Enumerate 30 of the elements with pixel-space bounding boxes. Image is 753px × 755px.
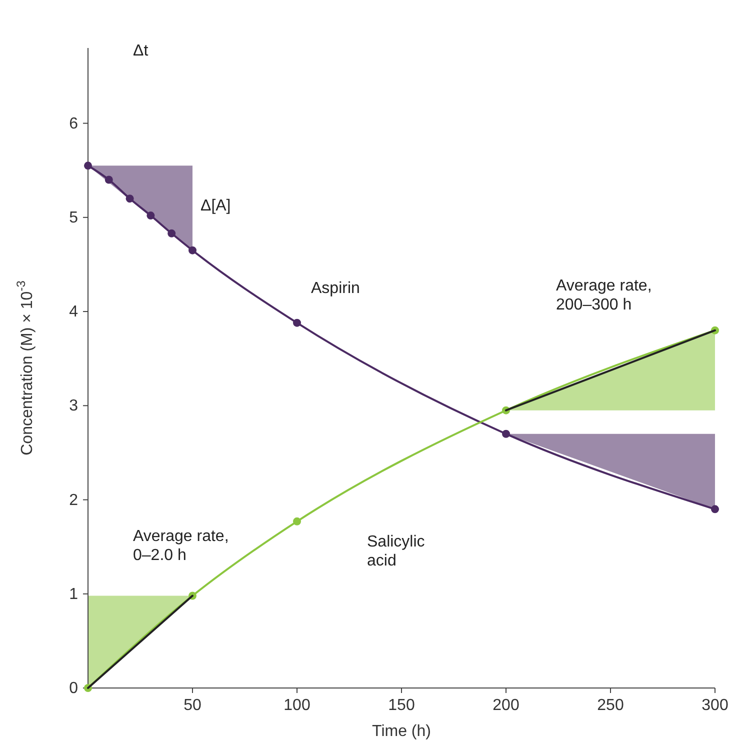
point (293, 517, 301, 526)
y-tick-label: 2 (69, 492, 78, 509)
y-tick-label: 4 (69, 304, 78, 321)
y-tick-label: 0 (69, 680, 78, 697)
annotation: Δ[A] (200, 198, 231, 215)
point (168, 229, 176, 238)
point (711, 505, 719, 514)
point (293, 318, 301, 327)
point (104, 176, 113, 184)
y-tick-label: 5 (69, 209, 78, 226)
annotation: Average rate, 0–2.0 h (133, 528, 229, 564)
point (146, 212, 155, 220)
y-tick-label: 3 (69, 398, 78, 415)
x-tick-label: 150 (388, 697, 415, 714)
x-axis-title: Time (h) (372, 723, 431, 740)
point (502, 430, 510, 438)
point (84, 162, 92, 170)
y-tick-label: 1 (69, 586, 78, 603)
annotation: Average rate, 200–300 h (556, 277, 652, 314)
point (126, 194, 134, 203)
y-tick-label: 6 (69, 115, 78, 132)
x-tick-label: 100 (284, 697, 310, 714)
x-tick-label: 250 (597, 697, 624, 714)
annotation: Δt (133, 42, 149, 60)
text: Salicylic acid (367, 533, 425, 570)
x-tick-label: 200 (492, 697, 520, 714)
series-label: Aspirin (311, 280, 360, 297)
x-tick-label: 50 (184, 697, 202, 714)
point (188, 246, 196, 254)
x-tick-label: 300 (702, 697, 728, 714)
